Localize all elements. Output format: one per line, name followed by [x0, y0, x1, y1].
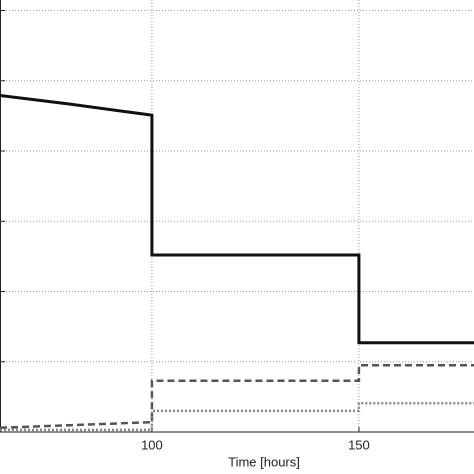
series-line — [0, 364, 474, 430]
x-tick-label: 100 — [141, 437, 163, 452]
plot-area — [0, 0, 474, 432]
x-tick-label: 150 — [348, 437, 370, 452]
series-line — [0, 94, 474, 345]
x-axis-label: Time [hours] — [228, 454, 300, 469]
series-line — [0, 401, 474, 432]
